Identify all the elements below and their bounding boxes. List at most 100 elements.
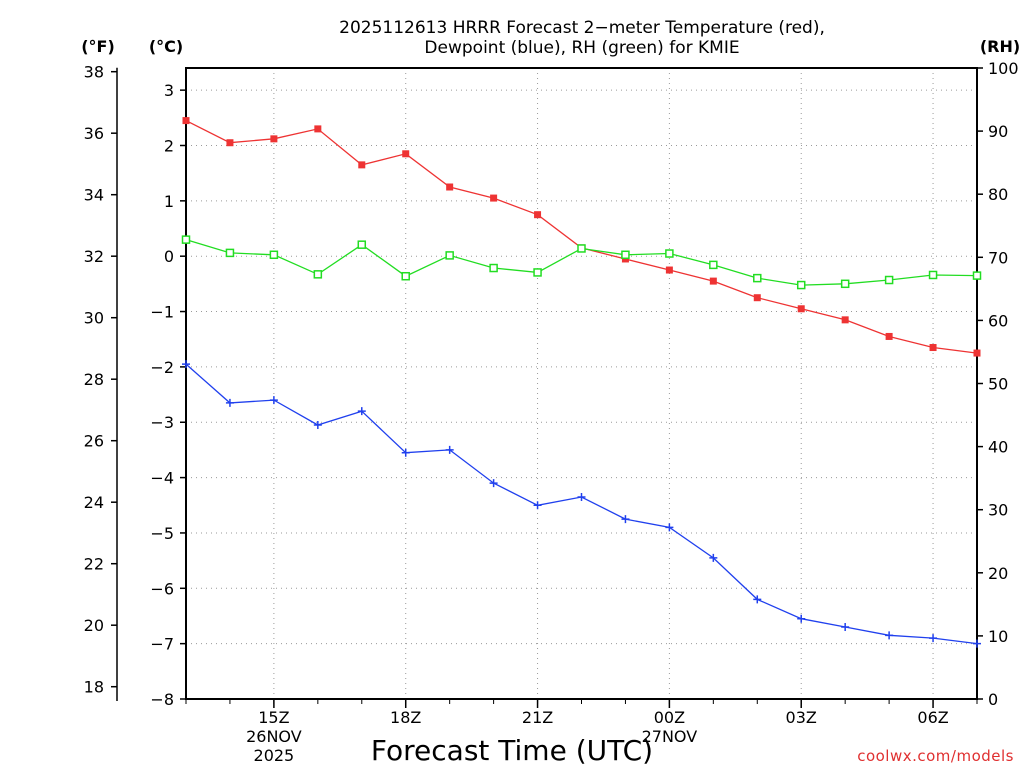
dewpoint-point bbox=[225, 398, 234, 407]
dewpoint-line bbox=[185, 363, 978, 645]
rh-tick-label: 20 bbox=[988, 564, 1008, 583]
plot-frame bbox=[185, 67, 978, 700]
credit-label: coolwx.com/models bbox=[857, 747, 1014, 765]
dewpoint-point bbox=[797, 614, 806, 623]
dewpoint-point bbox=[313, 421, 322, 430]
time-tick-label: 03Z bbox=[786, 708, 817, 727]
title: 2025112613 HRRR Forecast 2−meter Tempera… bbox=[339, 18, 825, 58]
dewpoint-point bbox=[885, 631, 894, 640]
temperature-point bbox=[753, 294, 761, 302]
rh-tick-label: 90 bbox=[988, 122, 1008, 141]
time-tick-label: 06Z bbox=[917, 708, 948, 727]
temperature-point bbox=[534, 211, 542, 219]
rh-point bbox=[445, 251, 454, 260]
rh-point bbox=[357, 240, 367, 249]
rh-unit-label: (RH) bbox=[980, 37, 1020, 56]
dewpoint-point bbox=[182, 360, 190, 369]
temperature-point bbox=[490, 194, 498, 202]
series bbox=[181, 117, 982, 648]
celsius-axis: 3 2 1 0 −1 −2 −3 −4 −5 −6 −7 −8 bbox=[150, 81, 186, 709]
temperature-point bbox=[314, 125, 322, 133]
celsius-tick-label: −8 bbox=[150, 690, 174, 709]
rh-point bbox=[225, 248, 235, 258]
rh-point bbox=[577, 244, 586, 253]
fahrenheit-tick-label: 20 bbox=[84, 616, 104, 635]
date-label: 27NOV bbox=[642, 727, 698, 746]
fahrenheit-unit-label: (°F) bbox=[81, 37, 115, 56]
fahrenheit-axis: 38 36 34 32 30 28 26 24 22 20 18 bbox=[84, 63, 118, 701]
chart-title-line1: 2025112613 HRRR Forecast 2−meter Tempera… bbox=[339, 18, 825, 38]
rh-point bbox=[840, 279, 850, 289]
temperature-point bbox=[709, 277, 717, 285]
dewpoint-point bbox=[973, 639, 981, 648]
celsius-tick-label: −4 bbox=[150, 469, 174, 488]
fahrenheit-tick-label: 24 bbox=[84, 493, 104, 512]
rh-point bbox=[313, 270, 323, 279]
temperature-point bbox=[446, 183, 454, 191]
celsius-tick-label: −6 bbox=[150, 579, 174, 598]
rh-tick-label: 40 bbox=[988, 438, 1008, 457]
rh-tick-label: 60 bbox=[988, 311, 1008, 330]
rh-point bbox=[796, 280, 806, 290]
rh-tick-label: 100 bbox=[988, 59, 1019, 78]
grid bbox=[186, 68, 977, 699]
temperature-line bbox=[185, 120, 978, 354]
celsius-tick-label: −1 bbox=[150, 303, 174, 322]
temperature-point bbox=[182, 117, 190, 125]
rh-point bbox=[753, 273, 762, 283]
dewpoint-point bbox=[445, 445, 454, 454]
dewpoint-point bbox=[357, 407, 366, 416]
fahrenheit-tick-label: 28 bbox=[84, 370, 104, 389]
temperature-point bbox=[665, 266, 673, 274]
dewpoint-point bbox=[489, 479, 498, 488]
chart-title-line2: Dewpoint (blue), RH (green) for KMIE bbox=[424, 38, 739, 58]
time-tick-label: 21Z bbox=[522, 708, 553, 727]
year-label: 2025 bbox=[254, 746, 295, 765]
fahrenheit-tick-label: 30 bbox=[84, 309, 104, 328]
temperature-point bbox=[841, 316, 849, 324]
rh-tick-label: 50 bbox=[988, 375, 1008, 394]
temperature-point bbox=[270, 135, 278, 143]
rh-tick-label: 30 bbox=[988, 501, 1008, 520]
rh-point bbox=[269, 250, 279, 260]
temperature-point bbox=[885, 332, 893, 340]
rh-point bbox=[621, 250, 630, 260]
fahrenheit-tick-label: 26 bbox=[84, 432, 104, 451]
rh-tick-label: 80 bbox=[988, 185, 1008, 204]
fahrenheit-tick-label: 22 bbox=[84, 555, 104, 574]
celsius-tick-label: 2 bbox=[164, 136, 174, 155]
rh-point bbox=[884, 275, 894, 285]
dewpoint-point bbox=[753, 595, 762, 604]
dewpoint-point bbox=[621, 515, 630, 524]
dewpoint-point bbox=[665, 523, 674, 532]
rh-point bbox=[928, 270, 938, 280]
rh-point bbox=[972, 271, 982, 280]
dewpoint-point bbox=[269, 396, 278, 405]
dewpoint-point bbox=[929, 634, 938, 643]
temperature-point bbox=[358, 161, 366, 169]
time-tick-label: 15Z bbox=[258, 708, 289, 727]
rh-point bbox=[533, 268, 542, 277]
celsius-tick-label: 0 bbox=[164, 247, 174, 266]
fahrenheit-tick-label: 36 bbox=[84, 124, 104, 143]
temperature-point bbox=[402, 150, 410, 158]
celsius-tick-label: −5 bbox=[150, 524, 174, 543]
dewpoint-point bbox=[401, 448, 410, 457]
temperature-point bbox=[973, 349, 981, 357]
rh-point bbox=[181, 235, 191, 244]
fahrenheit-tick-label: 18 bbox=[84, 678, 104, 697]
fahrenheit-tick-label: 38 bbox=[84, 63, 104, 82]
dewpoint-point bbox=[841, 623, 850, 632]
dewpoint-point bbox=[709, 553, 718, 562]
rh-point bbox=[489, 263, 498, 273]
celsius-tick-label: −3 bbox=[150, 413, 174, 432]
rh-point bbox=[665, 249, 674, 258]
celsius-tick-label: −2 bbox=[150, 358, 174, 377]
celsius-tick-label: −7 bbox=[150, 635, 174, 654]
celsius-unit-label: (°C) bbox=[149, 37, 183, 56]
dewpoint-point bbox=[533, 501, 542, 510]
fahrenheit-tick-label: 34 bbox=[84, 186, 104, 205]
rh-tick-label: 10 bbox=[988, 627, 1008, 646]
